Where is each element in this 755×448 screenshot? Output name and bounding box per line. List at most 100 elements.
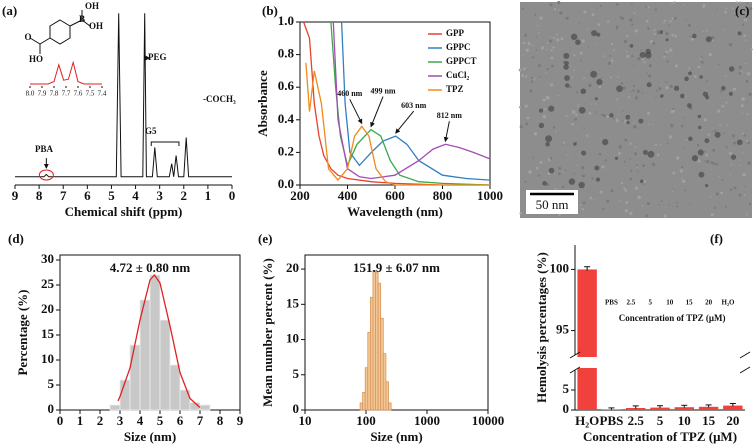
inner-label: 2.5 [626, 299, 635, 307]
nanoparticle [638, 118, 644, 124]
series-line [302, 21, 490, 186]
nanoparticle [737, 31, 742, 36]
texture [583, 10, 587, 14]
texture [522, 41, 526, 45]
y-tick-label: 10 [41, 351, 54, 366]
annotation: 460 nm [337, 89, 362, 98]
texture [721, 178, 724, 181]
texture [665, 50, 669, 54]
texture [731, 134, 736, 138]
texture [643, 183, 646, 186]
x-tick-label: 600 [385, 188, 405, 203]
annotation: 499 nm [370, 86, 395, 95]
texture [576, 164, 579, 166]
histogram-bar [149, 274, 161, 411]
nanoparticle [698, 171, 705, 178]
texture [521, 43, 523, 45]
texture [728, 152, 732, 156]
texture [573, 54, 576, 57]
texture [580, 154, 582, 157]
texture [725, 7, 728, 10]
texture [655, 89, 658, 92]
arrow [443, 121, 450, 143]
texture [685, 139, 688, 141]
nanoparticle [545, 135, 553, 143]
texture [641, 92, 644, 94]
nanoparticle [646, 82, 652, 88]
texture [554, 187, 557, 191]
texture [712, 131, 714, 133]
x-axis-label: Size (nm) [370, 429, 422, 444]
highlight [38, 169, 54, 181]
texture [632, 84, 635, 87]
nanoparticle [595, 177, 601, 182]
texture [579, 204, 582, 206]
nanoparticle [728, 91, 733, 96]
texture [585, 134, 589, 138]
texture [717, 109, 721, 113]
texture [707, 133, 711, 136]
texture [625, 50, 628, 53]
inset-tick-label: 7.4 [98, 90, 107, 98]
x-tick-label: 3 [156, 188, 163, 203]
texture [546, 182, 550, 187]
histogram-bar [199, 404, 211, 411]
texture [687, 23, 692, 27]
nanoparticle [578, 106, 586, 114]
texture [733, 186, 737, 190]
y-axis-label: Mean number percent (%) [260, 258, 275, 407]
texture [659, 143, 662, 146]
texture [643, 61, 646, 64]
texture [558, 9, 560, 11]
texture [729, 188, 733, 192]
texture [747, 141, 750, 145]
x-tick-label: 15 [702, 413, 716, 428]
texture [632, 89, 635, 92]
nanoparticle [625, 114, 631, 120]
x-tick-label: 5 [157, 413, 164, 428]
nanoparticle [548, 167, 555, 174]
x-tick-label: 100 [356, 413, 376, 428]
y-tick-label: 15 [286, 295, 300, 310]
x-axis-label: Size (nm) [124, 429, 176, 444]
structure-label: OH [85, 1, 99, 11]
texture [688, 67, 691, 70]
nanoparticle [573, 142, 577, 146]
nanoparticle [602, 138, 609, 146]
plot-frame [304, 254, 489, 411]
nanoparticle [564, 75, 570, 81]
y-tick-label: 1.0 [278, 13, 294, 28]
texture [733, 141, 737, 145]
texture [700, 60, 704, 64]
texture [594, 103, 597, 105]
histogram-bar [119, 379, 131, 411]
texture [710, 169, 712, 171]
texture [558, 213, 561, 217]
texture [588, 83, 592, 88]
texture [603, 114, 607, 118]
texture [562, 185, 565, 189]
y-tick-label: 0.8 [278, 46, 295, 61]
nanoparticle [575, 39, 581, 46]
nanoparticle [642, 149, 648, 155]
legend-label: TPZ [446, 84, 464, 94]
texture [747, 161, 751, 165]
texture [578, 22, 580, 25]
texture [642, 179, 647, 184]
texture [539, 16, 543, 20]
texture [745, 39, 747, 42]
y-tick-label: 5 [48, 376, 55, 391]
texture [581, 39, 585, 43]
texture [553, 8, 557, 11]
histogram-bar [109, 404, 121, 411]
texture [565, 170, 567, 172]
texture [676, 205, 679, 208]
texture [562, 142, 565, 144]
texture [542, 114, 547, 119]
x-tick-label: 0 [57, 413, 64, 428]
chart-title: 4.72 ± 0.80 nm [110, 260, 191, 275]
texture [712, 161, 716, 165]
structure-label: HO [29, 54, 43, 64]
texture [665, 31, 669, 36]
x-tick-label: 7 [60, 188, 67, 203]
